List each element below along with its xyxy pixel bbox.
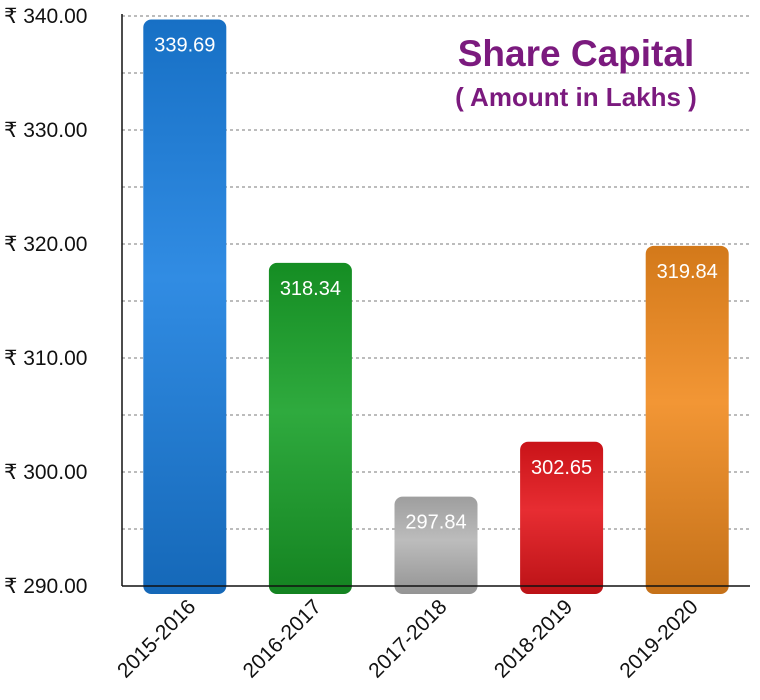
x-tick-label: 2019-2020 [615, 595, 702, 682]
y-tick-label: ₹ 310.00 [4, 347, 87, 370]
chart-title: Share Capital [458, 33, 694, 74]
data-labels: 339.69 318.34 297.84 302.65 319.84 [154, 35, 718, 534]
data-label: 302.65 [531, 457, 592, 479]
data-label: 319.84 [657, 261, 718, 283]
y-tick-labels: ₹ 290.00 ₹ 300.00 ₹ 310.00 ₹ 320.00 ₹ 330.00… [4, 5, 87, 598]
y-tick-label: ₹ 290.00 [4, 575, 87, 598]
chart-subtitle: ( Amount in Lakhs ) [455, 82, 697, 112]
x-tick-label: 2015-2016 [113, 595, 200, 682]
bar-2016-2017 [268, 262, 352, 594]
grid-lines [122, 15, 750, 530]
data-label: 318.34 [280, 278, 341, 300]
x-tick-label: 2018-2019 [490, 595, 577, 682]
x-tick-label: 2016-2017 [239, 595, 326, 682]
y-tick-label: ₹ 300.00 [4, 461, 87, 484]
bar-2017-2018 [394, 496, 478, 594]
bar-2019-2020 [645, 245, 729, 594]
x-tick-label: 2017-2018 [364, 595, 451, 682]
y-tick-label: ₹ 340.00 [4, 5, 87, 28]
data-label: 297.84 [405, 512, 466, 534]
bar-2018-2019 [520, 441, 604, 594]
x-tick-labels: 2015-2016 2016-2017 2017-2018 2018-2019 2019… [113, 595, 703, 682]
axes [121, 14, 750, 587]
data-label: 339.69 [154, 35, 215, 57]
y-tick-label: ₹ 330.00 [4, 119, 87, 142]
bar-2015-2016 [143, 19, 227, 595]
bars [143, 19, 729, 595]
y-tick-label: ₹ 320.00 [4, 233, 87, 256]
